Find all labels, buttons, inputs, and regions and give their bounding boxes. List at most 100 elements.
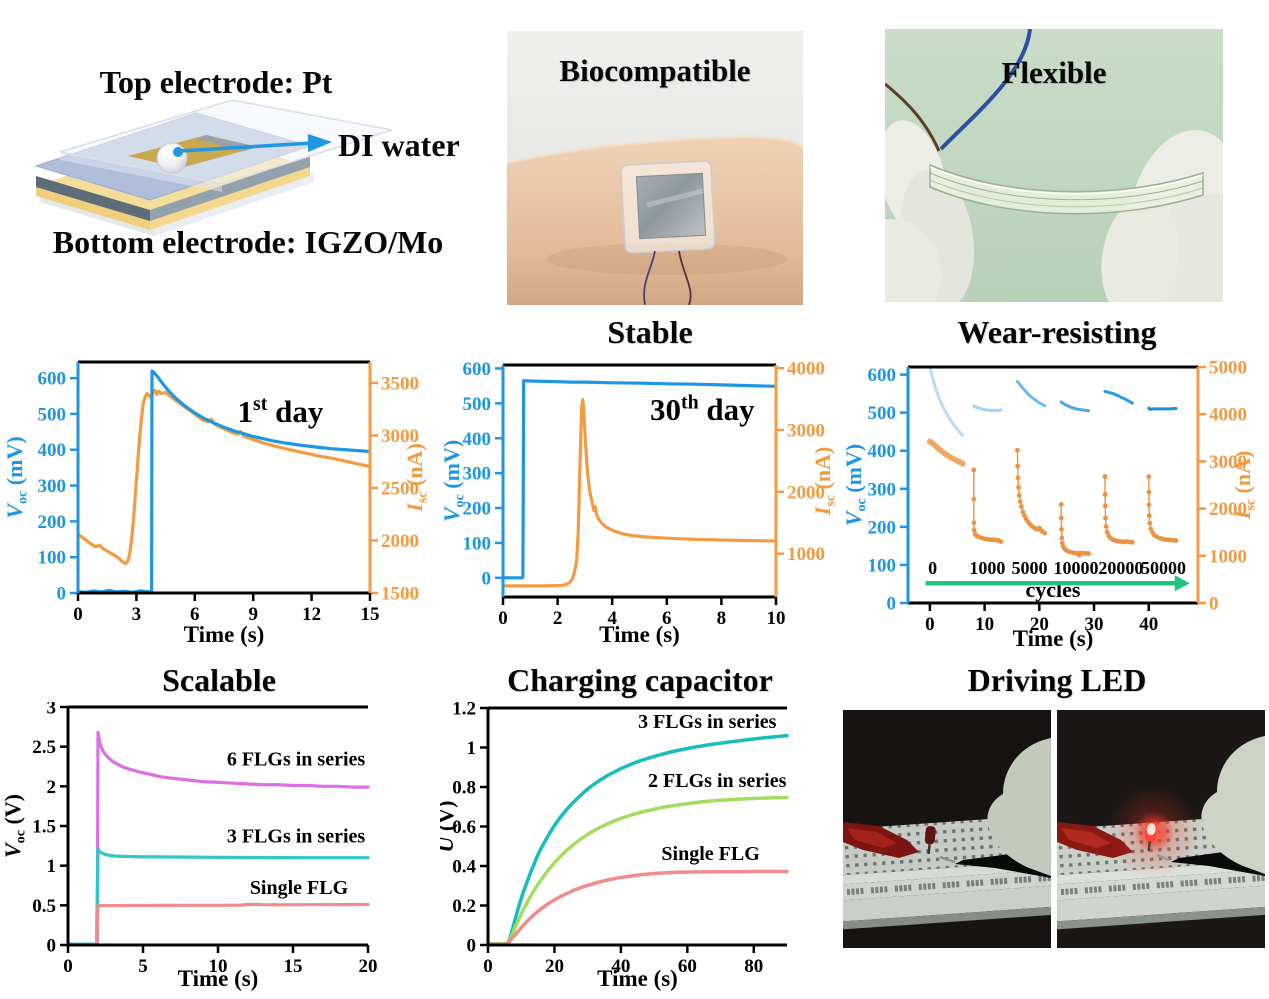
x-tick-label: 40 (1139, 614, 1158, 635)
axes-day30: 0 100 200 300 400 500 600 1000 2000 3000 4000 0 2 4 6 8… (463, 359, 826, 629)
left-tick-label: 300 (38, 476, 67, 497)
x-tick-label: 15 (284, 956, 303, 977)
left-tick-label: 1 (467, 738, 477, 759)
probe-tip (939, 855, 956, 864)
annotation: 1000 (969, 558, 1005, 578)
clip-highlight (1061, 828, 1111, 848)
x-tick-label: 6 (662, 608, 672, 629)
series-voc-5000-cycles (1015, 380, 1047, 408)
left-axis-title: Voc (mV) (443, 440, 467, 522)
annotation: 10000 (1053, 558, 1098, 578)
series-isc-day1 (76, 388, 372, 566)
led-body (924, 826, 936, 845)
right-axis-title: Isc (nA) (402, 443, 430, 513)
left-tick-label: 1.5 (32, 817, 56, 838)
igzo-layer-edge (150, 156, 310, 221)
patch-sheen (646, 188, 704, 208)
x-tick-label: 9 (248, 604, 258, 625)
right-tick-label: 2000 (1209, 499, 1247, 520)
annotation: 6 FLGs in series (227, 749, 366, 771)
dots-isc-1000-cycles (971, 467, 1004, 544)
flexible-title: Flexible (1001, 55, 1107, 90)
glass-bottom-edge2 (154, 174, 314, 236)
breadboard-front (1057, 884, 1265, 922)
series-isc-5000-cycles (1016, 449, 1046, 534)
wire-red (678, 250, 692, 305)
series-voc-day1 (76, 369, 372, 594)
series-voc-20000-cycles (1103, 389, 1134, 405)
left-tick-label: 400 (868, 441, 897, 462)
right-axis-title: Isc (nA) (1230, 451, 1258, 521)
left-tick-label: 400 (38, 440, 67, 461)
left-tick-label: 600 (38, 369, 67, 390)
wire-blue (939, 29, 1032, 151)
left-tick-label: 3 (47, 702, 57, 719)
left-tick-label: 100 (868, 555, 897, 576)
schematic-panel: Top electrode: Pt DI water Bottom electr… (0, 0, 505, 315)
arm-photo (507, 31, 803, 305)
annotation: Single FLG (661, 843, 760, 865)
left-tick-label: 200 (38, 512, 67, 533)
right-tick-label: 1500 (381, 584, 419, 605)
right-tick-label: 0 (1209, 594, 1219, 615)
wear-resisting-title: Wear-resisting (957, 314, 1157, 350)
glove-right (987, 738, 1051, 876)
right-tick-label: 3000 (1209, 452, 1247, 473)
stable-title: Stable (607, 314, 693, 350)
left-axis-title: U (V) (440, 801, 458, 853)
annotation: 0 (928, 558, 937, 578)
left-tick-label: 2 (47, 777, 57, 798)
series-3-flgs-series (66, 847, 370, 946)
axes-wear: 0100200300400500600010002000300040005000… (868, 358, 1248, 636)
x-tick-label: 60 (678, 956, 697, 977)
glove-left-palm (885, 219, 941, 302)
x-axis-title: Time (s) (599, 622, 680, 647)
mo-layer-edge (36, 176, 150, 221)
annotation: 30th day (650, 391, 755, 427)
led-lead (927, 843, 931, 855)
chart-scalable: 0 0.5 1 1.5 2 2.5 3 0 5 10 15 20 Time (s) Voc (V) 6 FL… (2, 702, 378, 991)
led-lead (1147, 840, 1151, 852)
series-isc-1000-cycles (973, 469, 1002, 543)
left-tick-label: 100 (463, 533, 492, 554)
di-water-label: DI water (338, 127, 460, 163)
chart-wear-resisting: 0100200300400500600010002000300040005000… (845, 358, 1258, 652)
led-core (1146, 823, 1156, 836)
x-tick-label: 10 (209, 956, 228, 977)
x-tick-label: 80 (744, 956, 763, 977)
breadboard-shadow (1057, 905, 1265, 930)
series-voc-1000-cycles (972, 404, 1003, 412)
x-axis-title: Time (s) (184, 622, 265, 647)
glass-cover-edge (60, 152, 222, 192)
left-tick-label: 0.4 (452, 857, 476, 878)
led-photo-on (1057, 710, 1265, 948)
x-tick-label: 4 (607, 608, 617, 629)
left-axis-title: Voc (mV) (845, 444, 869, 526)
led-on (1144, 822, 1157, 852)
left-tick-label: 0.6 (452, 817, 476, 838)
flexible-film (929, 163, 1204, 215)
annotation: 1st day (238, 393, 324, 429)
breadboard-shadow (843, 905, 1051, 930)
series-voc-50000-cycles (1147, 406, 1178, 412)
series-cap-single-flg (486, 869, 789, 946)
x-tick-label: 3 (132, 604, 142, 625)
right-axis-title: Isc (nA) (810, 447, 838, 517)
left-tick-label: 500 (463, 394, 492, 415)
pointer-arrowhead-icon (308, 134, 332, 152)
right-tick-label: 3000 (381, 426, 419, 447)
pointer-line (179, 141, 313, 153)
dots-isc-5000-cycles (1015, 447, 1048, 536)
bottom-electrode-label: Bottom electrode: IGZO/Mo (53, 224, 443, 260)
dots-isc-20000-cycles (1102, 474, 1135, 545)
left-tick-label: 500 (868, 403, 897, 424)
breadboard-photo-off (843, 710, 1051, 948)
annotation: 50000 (1141, 558, 1186, 578)
dots-isc-50000-cycles (1146, 474, 1179, 543)
right-tick-label: 4000 (787, 359, 825, 380)
left-tick-label: 300 (463, 464, 492, 485)
left-tick-label: 200 (868, 517, 897, 538)
right-tick-label: 5000 (1209, 358, 1247, 379)
x-tick-label: 30 (1085, 614, 1104, 635)
